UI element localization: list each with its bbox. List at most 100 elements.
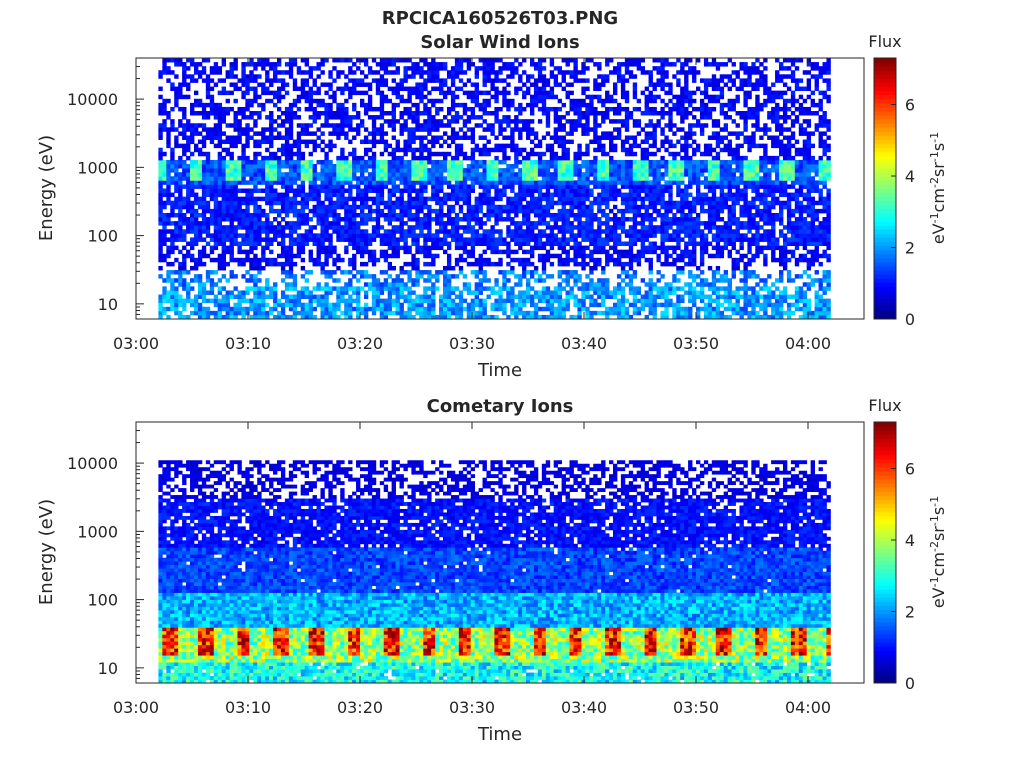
- heatmap-cell: [170, 200, 175, 206]
- heatmap-cell: [261, 168, 266, 173]
- heatmap-cell: [241, 294, 246, 300]
- heatmap-cell: [668, 180, 673, 185]
- heatmap-cell: [304, 192, 310, 198]
- heatmap-cell: [221, 253, 226, 259]
- heatmap-cell: [526, 314, 531, 320]
- heatmap-cell: [782, 257, 788, 263]
- heatmap-cell: [640, 294, 646, 300]
- heatmap-cell: [201, 192, 207, 198]
- heatmap-cell: [332, 217, 337, 222]
- heatmap-cell: [616, 168, 622, 173]
- heatmap-cell: [174, 184, 179, 189]
- heatmap-cell: [197, 302, 203, 308]
- heatmap-cell: [162, 217, 167, 222]
- heatmap-cell: [612, 225, 618, 230]
- heatmap-cell: [510, 221, 515, 226]
- heatmap-cell: [166, 249, 171, 255]
- heatmap-cell: [466, 168, 472, 173]
- heatmap-cell: [292, 204, 298, 210]
- heatmap-cell: [609, 184, 614, 189]
- heatmap-cell: [715, 180, 721, 185]
- heatmap-cell: [589, 188, 594, 193]
- heatmap-cell: [375, 290, 381, 295]
- heatmap-cell: [696, 200, 701, 206]
- heatmap-cell: [411, 184, 416, 189]
- heatmap-cell: [775, 159, 780, 165]
- heatmap-cell: [273, 155, 278, 161]
- heatmap-cell: [703, 278, 709, 283]
- heatmap-cell: [779, 274, 784, 279]
- heatmap-cell: [510, 310, 515, 316]
- heatmap-cell: [609, 176, 614, 181]
- heatmap-cell: [174, 302, 179, 308]
- heatmap-cell: [439, 188, 444, 193]
- heatmap-cell: [794, 233, 800, 238]
- heatmap-cell: [609, 310, 614, 316]
- heatmap-cell: [585, 159, 590, 165]
- heatmap-cell: [490, 184, 495, 189]
- heatmap-cell: [506, 168, 511, 173]
- heatmap-cell: [798, 212, 804, 218]
- heatmap-cell: [581, 180, 586, 185]
- heatmap-cell: [577, 217, 582, 222]
- heatmap-cell: [229, 155, 234, 161]
- heatmap-cell: [715, 314, 721, 320]
- heatmap-cell: [648, 241, 653, 246]
- heatmap-cell: [383, 302, 389, 308]
- heatmap-cell: [680, 188, 685, 193]
- heatmap-cell: [763, 168, 768, 173]
- heatmap-cell: [672, 212, 677, 218]
- heatmap-cell: [818, 168, 823, 173]
- heatmap-cell: [636, 159, 642, 165]
- heatmap-cell: [415, 192, 420, 198]
- heatmap-cell: [676, 225, 681, 230]
- heatmap-cell: [296, 298, 302, 304]
- heatmap-cell: [648, 159, 653, 165]
- heatmap-cell: [237, 159, 242, 165]
- heatmap-cell: [648, 265, 653, 271]
- heatmap-cell: [699, 282, 705, 287]
- heatmap-cell: [510, 200, 515, 206]
- heatmap-cell: [557, 261, 562, 267]
- heatmap-cell: [660, 172, 665, 177]
- heatmap-cell: [518, 274, 523, 279]
- heatmap-cell: [245, 290, 250, 295]
- heatmap-cell: [703, 310, 709, 316]
- heatmap-cell: [628, 188, 634, 193]
- heatmap-cell: [822, 229, 827, 234]
- heatmap-cell: [356, 270, 361, 275]
- heatmap-cell: [751, 290, 756, 295]
- heatmap-cell: [533, 164, 539, 169]
- heatmap-cell: [684, 184, 689, 189]
- heatmap-cell: [407, 274, 412, 279]
- heatmap-cell: [225, 159, 230, 165]
- heatmap-cell: [245, 217, 250, 222]
- heatmap-cell: [786, 302, 792, 308]
- heatmap-cell: [672, 278, 677, 283]
- heatmap-cell: [304, 237, 310, 242]
- heatmap-cell: [502, 241, 507, 246]
- heatmap-cell: [276, 229, 282, 234]
- heatmap-cell: [727, 237, 732, 242]
- heatmap-cell: [494, 192, 499, 198]
- heatmap-cell: [352, 306, 357, 312]
- heatmap-cell: [324, 168, 329, 173]
- heatmap-cell: [490, 245, 495, 251]
- heatmap-cell: [802, 282, 808, 287]
- heatmap-cell: [518, 159, 523, 165]
- heatmap-cell: [371, 200, 377, 206]
- heatmap-cell: [344, 286, 349, 291]
- heatmap-cell: [771, 192, 776, 198]
- heatmap-cell: [522, 208, 527, 214]
- heatmap-cell: [506, 155, 511, 161]
- heatmap-cell: [826, 306, 831, 312]
- heatmap-cell: [344, 298, 349, 304]
- heatmap-cell: [178, 200, 183, 206]
- heatmap-cell: [735, 168, 740, 173]
- heatmap-cell: [233, 229, 238, 234]
- heatmap-cell: [320, 172, 325, 177]
- heatmap-cell: [273, 151, 278, 157]
- heatmap-cell: [478, 180, 483, 185]
- heatmap-cell: [810, 159, 815, 165]
- heatmap-cell: [360, 208, 365, 214]
